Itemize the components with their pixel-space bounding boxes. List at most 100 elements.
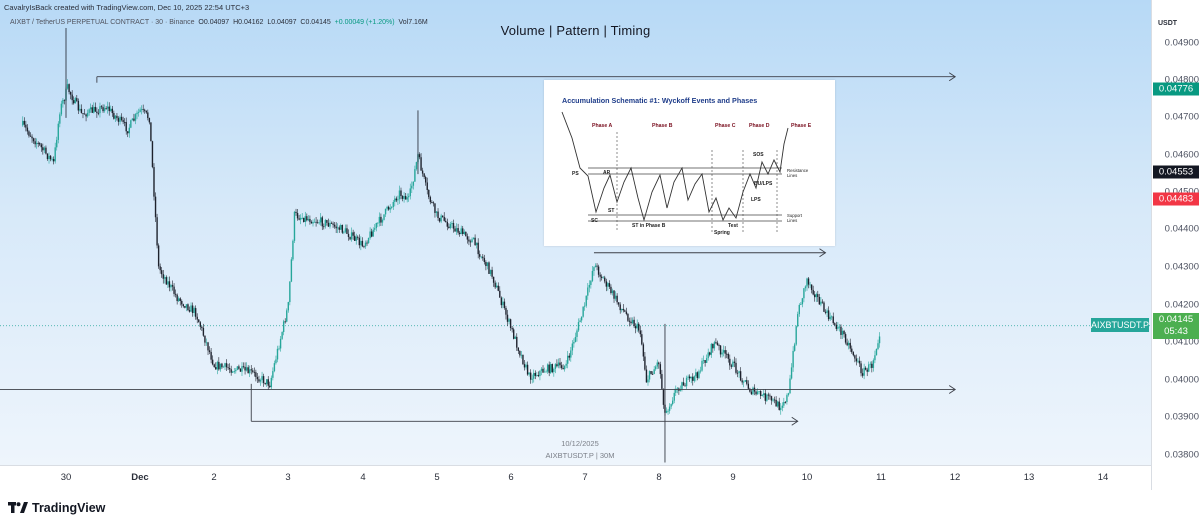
time-tick: 6: [508, 472, 514, 483]
candle-body: [167, 281, 169, 285]
candle-body: [255, 372, 257, 378]
candle-body: [863, 367, 865, 376]
candle-body: [452, 223, 455, 229]
label-st-phase-b: ST in Phase B: [632, 223, 666, 229]
candle-body: [106, 106, 109, 109]
candle-body: [193, 308, 195, 313]
candle-body: [743, 381, 745, 383]
label-ar: AR: [603, 170, 611, 176]
candle-body: [724, 350, 726, 354]
candle-body: [798, 304, 800, 315]
candle-body: [611, 290, 614, 294]
candle-body: [249, 369, 251, 374]
candle-body: [279, 338, 282, 349]
candle-body: [803, 288, 805, 299]
price-scale[interactable]: USDT 0.04900 0.04800 0.04700 0.04600 0.0…: [1151, 0, 1200, 490]
candle-body: [233, 371, 235, 373]
candle-body: [699, 370, 702, 372]
price-tick: 0.04700: [1164, 111, 1199, 123]
candle-body: [744, 380, 746, 382]
price-tick: 0.04600: [1164, 149, 1199, 161]
candle-body: [775, 399, 777, 407]
candle-body: [670, 404, 672, 407]
candle-body: [301, 217, 303, 219]
candle-body: [707, 352, 709, 359]
candle-body: [658, 362, 660, 365]
candle-body: [350, 232, 353, 240]
candle-body: [256, 377, 259, 380]
candle-body: [157, 245, 160, 267]
candle-body: [653, 369, 655, 375]
candle-body: [330, 222, 333, 224]
candle-body: [671, 400, 674, 405]
candle-body: [292, 240, 294, 260]
candle-body: [458, 232, 461, 235]
candle-body: [651, 373, 654, 375]
candle-body: [864, 367, 867, 370]
candle-body: [858, 360, 861, 364]
candle-body: [42, 147, 44, 151]
candle-body: [531, 378, 533, 380]
candle-body: [349, 236, 351, 240]
candle-body: [749, 388, 751, 392]
candle-body: [474, 237, 476, 246]
candle-body: [296, 212, 299, 219]
ray-arrowhead: [948, 385, 957, 394]
candle-body: [475, 242, 478, 246]
candle-body: [837, 326, 839, 329]
candle-body: [630, 321, 632, 324]
candle-body: [709, 352, 711, 355]
time-axis[interactable]: 30 Dec 2 3 4 5 6 7 8 9 10 11 12 13 14: [0, 465, 1151, 491]
candle-body: [361, 240, 364, 247]
candle-body: [810, 284, 813, 290]
candle-body: [766, 394, 768, 401]
candle-body: [228, 368, 231, 370]
candle-body: [576, 330, 578, 337]
candle-body: [465, 231, 467, 237]
candle-body: [162, 274, 164, 279]
candle-body: [790, 367, 793, 379]
candle-body: [437, 211, 439, 219]
candle-body: [673, 392, 675, 401]
candle-body: [137, 112, 140, 113]
candle-body: [238, 366, 240, 369]
candle-body: [843, 330, 845, 335]
tradingview-logo[interactable]: TradingView: [8, 501, 105, 515]
candle-body: [647, 379, 649, 383]
candle-body: [628, 320, 631, 322]
candle-body: [295, 211, 297, 213]
candle-body: [667, 410, 669, 412]
candle-body: [352, 232, 354, 236]
price-chart[interactable]: [0, 0, 1151, 465]
candle-body: [46, 153, 49, 160]
candle-body: [375, 222, 377, 229]
candle-body: [787, 393, 790, 396]
chart-credit: CavalryIsBack created with TradingView.c…: [4, 3, 250, 12]
chart-area[interactable]: CavalryIsBack created with TradingView.c…: [0, 0, 1151, 465]
candle-body: [320, 217, 322, 223]
candle-body: [616, 295, 618, 303]
candle-body: [269, 385, 271, 388]
currency-label[interactable]: USDT: [1158, 20, 1178, 27]
candle-body: [529, 372, 532, 380]
candle-body: [258, 379, 260, 382]
candle-body: [543, 371, 546, 373]
candle-body: [806, 278, 808, 287]
candle-body: [809, 284, 811, 286]
candle-body: [69, 92, 72, 95]
candle-body: [784, 401, 787, 403]
candle-body: [224, 363, 226, 367]
candle-body: [128, 127, 130, 134]
symbol-legend[interactable]: AIXBT / TetherUS PERPETUAL CONTRACT · 30…: [10, 19, 428, 26]
candle-body: [567, 355, 569, 364]
candle-body: [454, 228, 456, 232]
candle-body: [868, 364, 870, 372]
candle-body: [491, 269, 493, 277]
candle-body: [540, 368, 543, 371]
candle-body: [423, 173, 425, 178]
candle-body: [580, 316, 583, 321]
candle-body: [553, 368, 555, 373]
candle-body: [489, 269, 492, 274]
candle-body: [377, 222, 379, 224]
candle-body: [727, 354, 729, 359]
